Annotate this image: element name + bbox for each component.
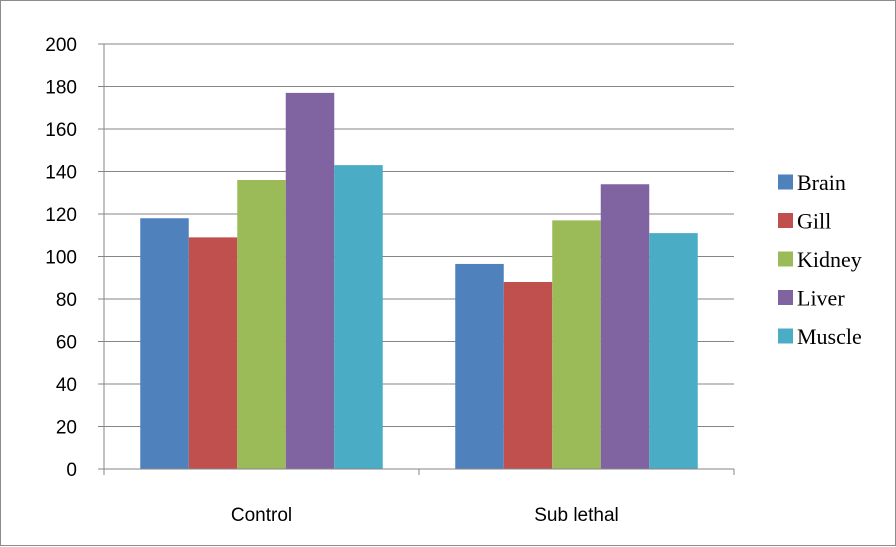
legend-label-gill: Gill: [797, 209, 831, 234]
legend-label-kidney: Kidney: [797, 247, 862, 272]
y-tick-label: 140: [45, 163, 77, 184]
bar-gill-sub-lethal: [503, 282, 553, 469]
x-category-label: Control: [231, 505, 292, 526]
bar-brain-sub-lethal: [455, 263, 504, 469]
y-tick-label: 0: [66, 460, 77, 481]
y-tick-label: 40: [56, 375, 77, 396]
bar-liver-control: [285, 92, 335, 469]
axes: [98, 43, 735, 475]
legend: Brain Gill Kidney Liver Muscle: [778, 170, 862, 349]
y-tick-label: 20: [56, 418, 77, 439]
x-category-label: Sub lethal: [534, 505, 619, 526]
legend-swatch-kidney: [778, 251, 793, 267]
y-tick-label: 80: [56, 290, 77, 311]
bar-kidney-sub-lethal: [552, 220, 601, 469]
legend-swatch-brain: [778, 174, 793, 190]
y-axis-tick-labels: 0 20 40 60 80 100 120 140 160 180 200: [45, 35, 77, 481]
legend-label-muscle: Muscle: [797, 324, 862, 349]
bars: [140, 92, 698, 469]
bar-brain-control: [140, 218, 189, 469]
y-tick-label: 160: [45, 120, 77, 141]
y-tick-label: 180: [45, 78, 77, 99]
bar-muscle-sub-lethal: [649, 233, 698, 469]
legend-label-liver: Liver: [797, 286, 845, 311]
y-tick-label: 100: [45, 248, 77, 269]
bar-liver-sub-lethal: [600, 184, 650, 469]
bar-gill-control: [188, 237, 238, 469]
y-tick-label: 120: [45, 205, 77, 226]
legend-swatch-liver: [778, 290, 793, 305]
y-tick-label: 200: [45, 35, 77, 56]
legend-swatch-gill: [778, 213, 793, 228]
y-tick-label: 60: [56, 333, 77, 354]
legend-swatch-muscle: [778, 328, 793, 344]
x-axis-category-labels: Control Sub lethal: [231, 505, 619, 526]
bar-muscle-control: [334, 165, 383, 469]
legend-label-brain: Brain: [797, 170, 846, 195]
bar-kidney-control: [237, 180, 286, 469]
